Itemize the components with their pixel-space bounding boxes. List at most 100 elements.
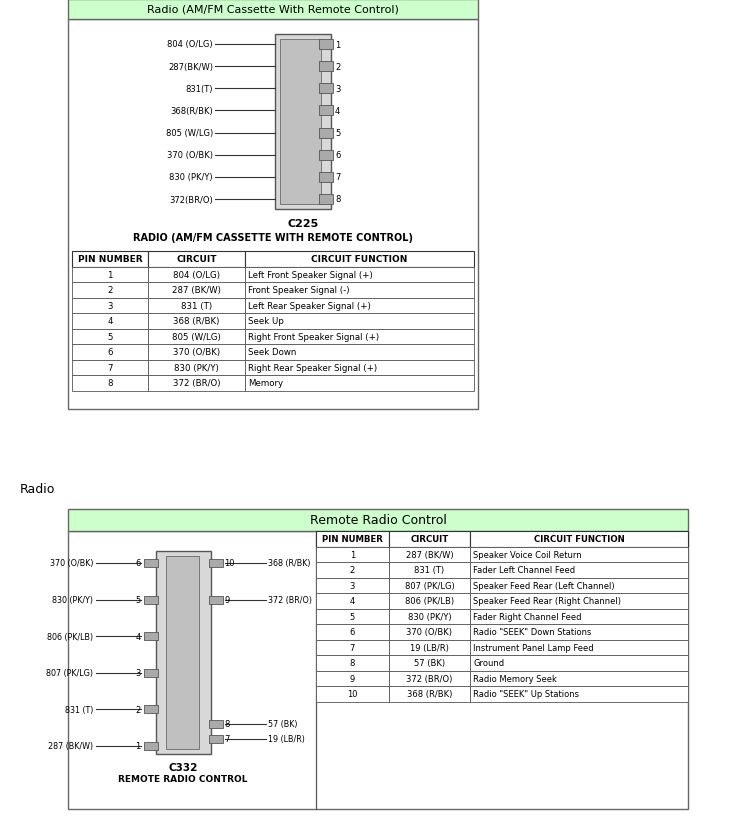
Bar [209, 735, 223, 743]
Text: Instrument Panel Lamp Feed: Instrument Panel Lamp Feed [474, 643, 594, 652]
Text: Seek Up: Seek Up [248, 317, 284, 326]
Text: 4: 4 [108, 317, 113, 326]
Text: 372 (BR/O): 372 (BR/O) [406, 674, 452, 683]
Text: 806 (PK/LB): 806 (PK/LB) [405, 596, 454, 605]
Bar [389, 593, 471, 609]
Bar [72, 345, 149, 360]
Text: Left Rear Speaker Signal (+): Left Rear Speaker Signal (+) [248, 301, 370, 310]
Text: 8: 8 [225, 720, 230, 729]
Text: 9: 9 [225, 595, 230, 604]
Bar [155, 551, 211, 754]
Text: 370 (O/BK): 370 (O/BK) [167, 151, 213, 160]
Text: 370 (O/BK): 370 (O/BK) [406, 627, 452, 636]
Bar [471, 593, 688, 609]
Bar [68, 509, 688, 532]
Text: Front Speaker Signal (-): Front Speaker Signal (-) [248, 286, 349, 295]
Text: Right Rear Speaker Signal (+): Right Rear Speaker Signal (+) [248, 364, 377, 373]
Bar [72, 251, 149, 267]
Text: 287 (BK/W): 287 (BK/W) [172, 286, 221, 295]
Bar [143, 705, 157, 713]
Text: 370 (O/BK): 370 (O/BK) [173, 348, 220, 357]
Text: 368 (R/BK): 368 (R/BK) [407, 690, 452, 699]
Text: 287 (BK/W): 287 (BK/W) [48, 741, 94, 750]
Text: Radio: Radio [20, 483, 56, 495]
Text: 5: 5 [135, 595, 141, 604]
Text: 368 (R/BK): 368 (R/BK) [173, 317, 220, 326]
Text: 287(BK/W): 287(BK/W) [168, 62, 213, 71]
Text: Ground: Ground [474, 658, 504, 667]
Text: C225: C225 [288, 219, 318, 229]
Text: 19 (LB/R): 19 (LB/R) [267, 735, 305, 744]
Text: 1: 1 [135, 741, 141, 750]
Bar [319, 106, 333, 116]
Bar [72, 329, 149, 345]
Text: 9: 9 [350, 674, 355, 683]
Bar [149, 360, 245, 376]
Bar [72, 267, 149, 283]
Bar [245, 267, 474, 283]
Text: CIRCUIT FUNCTION: CIRCUIT FUNCTION [311, 255, 408, 264]
Text: Right Front Speaker Signal (+): Right Front Speaker Signal (+) [248, 333, 379, 342]
Text: 805 (W/LG): 805 (W/LG) [165, 129, 213, 138]
Bar [245, 283, 474, 298]
Text: 831(T): 831(T) [185, 84, 213, 93]
Bar [389, 563, 471, 577]
Text: 6: 6 [135, 559, 141, 568]
Text: Radio "SEEK" Down Stations: Radio "SEEK" Down Stations [474, 627, 591, 636]
Bar [316, 655, 389, 671]
Text: 372 (BR/O): 372 (BR/O) [173, 378, 220, 387]
Text: 10: 10 [347, 690, 357, 699]
Bar [471, 532, 688, 547]
Bar [72, 283, 149, 298]
Text: 830 (PK/Y): 830 (PK/Y) [174, 364, 219, 373]
Bar [471, 577, 688, 593]
Bar [316, 671, 389, 686]
Bar [209, 559, 223, 568]
Bar [72, 298, 149, 314]
Text: 2: 2 [350, 566, 355, 575]
Text: 831 (T): 831 (T) [414, 566, 444, 575]
Text: 5: 5 [335, 129, 340, 138]
Text: 4: 4 [350, 596, 355, 605]
Text: PIN NUMBER: PIN NUMBER [78, 255, 143, 264]
Text: 4: 4 [135, 632, 141, 641]
Bar [389, 655, 471, 671]
Bar [68, 532, 688, 809]
Bar [143, 742, 157, 750]
Text: 2: 2 [335, 62, 340, 71]
Text: Fader Left Channel Feed: Fader Left Channel Feed [474, 566, 575, 575]
Text: 5: 5 [350, 612, 355, 621]
Text: 3: 3 [350, 581, 355, 590]
Text: 806 (PK/LB): 806 (PK/LB) [48, 632, 94, 641]
Bar [165, 556, 198, 749]
Bar [389, 577, 471, 593]
Text: 830 (PK/Y): 830 (PK/Y) [169, 173, 213, 182]
Bar [209, 596, 223, 604]
Bar [245, 298, 474, 314]
Bar [316, 532, 389, 547]
Bar [389, 609, 471, 624]
Text: 372(BR/O): 372(BR/O) [169, 195, 213, 204]
Text: 1: 1 [350, 550, 355, 559]
Bar [316, 563, 389, 577]
Text: 4: 4 [335, 106, 340, 115]
Text: Fader Right Channel Feed: Fader Right Channel Feed [474, 612, 582, 621]
Bar [72, 360, 149, 376]
Bar [245, 360, 474, 376]
Bar [471, 547, 688, 563]
Bar [316, 686, 389, 702]
Bar [245, 329, 474, 345]
Text: 8: 8 [335, 195, 340, 204]
Bar [149, 267, 245, 283]
Text: 57 (BK): 57 (BK) [267, 720, 297, 729]
Bar [319, 62, 333, 72]
Text: Remote Radio Control: Remote Radio Control [310, 514, 447, 527]
Text: 6: 6 [335, 151, 340, 160]
Text: Speaker Feed Rear (Left Channel): Speaker Feed Rear (Left Channel) [474, 581, 615, 590]
Bar [280, 40, 321, 205]
Bar [471, 640, 688, 655]
Text: CIRCUIT: CIRCUIT [411, 535, 449, 544]
Bar [389, 624, 471, 640]
Bar [471, 609, 688, 624]
Text: 805 (W/LG): 805 (W/LG) [172, 333, 221, 342]
